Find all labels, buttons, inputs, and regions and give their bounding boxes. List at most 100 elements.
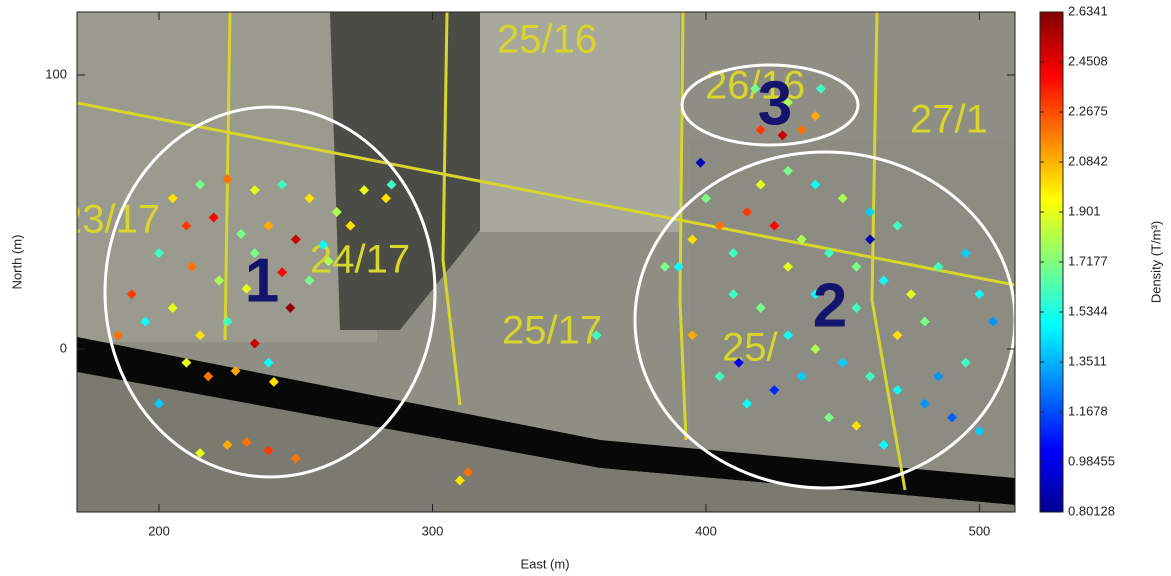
colorbar-tick-label: 0.80128 [1068,503,1115,518]
colorbar-tick-label: 1.5344 [1068,303,1108,318]
point [345,220,356,231]
cluster-label: 2 [813,271,847,340]
point [769,385,780,396]
point [783,165,793,176]
point [865,234,876,245]
point [878,439,889,450]
x-tick-label: 200 [148,523,170,538]
annotations: 1 2 3 [103,63,1015,490]
point [687,234,698,245]
point [195,330,206,341]
point [824,412,834,423]
cluster-ellipse [103,105,437,479]
point [195,448,206,459]
point [463,467,474,478]
colorbar-tick-label: 1.901 [1068,203,1101,218]
x-tick-label: 500 [969,523,991,538]
point [701,193,711,204]
y-axis-label: North (m) [9,235,24,290]
point [796,234,807,245]
point [359,185,370,196]
point [714,220,725,231]
point [323,256,334,267]
point [865,371,876,382]
cluster-ellipse [633,150,1015,490]
point [167,193,178,204]
point [878,275,889,286]
point [892,385,903,396]
point [769,220,780,231]
point [304,275,315,286]
y-tick-label: 0 [60,340,67,355]
point [837,357,848,368]
point [687,330,698,341]
point [268,376,279,387]
point [933,371,944,382]
point [837,193,848,204]
point [777,130,788,141]
point [892,330,903,341]
point [810,289,821,300]
point [454,475,465,486]
point [974,289,985,300]
point [381,193,391,204]
point [783,330,793,341]
point [290,453,301,464]
colorbar-tick-label: 2.6341 [1068,3,1108,18]
point [810,111,821,122]
point [810,344,821,354]
point [851,302,862,313]
point [810,179,821,190]
point [742,398,752,409]
plot-frame [76,11,1016,513]
point [181,220,192,231]
point [728,289,739,300]
point [974,426,985,437]
colorbar-label: Density (T/m³) [1148,221,1163,303]
point [154,248,164,259]
point [742,207,752,217]
colorbar-tick-label: 0.98455 [1068,453,1115,468]
point [728,248,739,259]
point [714,371,725,382]
point [933,261,944,272]
point [195,179,206,190]
point [304,193,315,204]
point [960,357,971,368]
point [277,179,288,190]
point [386,179,397,190]
point [249,338,260,349]
point [241,437,252,448]
point [755,179,766,190]
point [222,316,233,327]
point [290,234,301,245]
point [796,124,807,135]
point [263,445,274,456]
point [865,207,876,217]
point [222,174,233,185]
colorbar-tick-label: 1.1678 [1068,403,1108,418]
point [167,302,178,313]
point [203,371,214,382]
colorbar-tick-label: 2.4508 [1068,53,1108,68]
points [113,83,999,486]
lot-label: 25/17 [502,309,602,353]
lot-label: 25/ [722,326,778,370]
point [750,83,761,94]
point [673,261,684,272]
point [988,316,999,327]
point [154,398,164,409]
y-tick-label: 100 [45,66,67,81]
colorbar-tick-label: 2.2675 [1068,103,1108,118]
colorbar-tick-label: 2.0842 [1068,153,1108,168]
point [783,97,793,108]
point [318,239,329,250]
point [222,439,233,450]
point [733,357,744,368]
point [919,316,930,327]
point [824,248,834,259]
point [263,357,274,368]
point [660,261,670,272]
lot-label: 23/17 [60,198,160,242]
x-tick-label: 400 [695,523,717,538]
